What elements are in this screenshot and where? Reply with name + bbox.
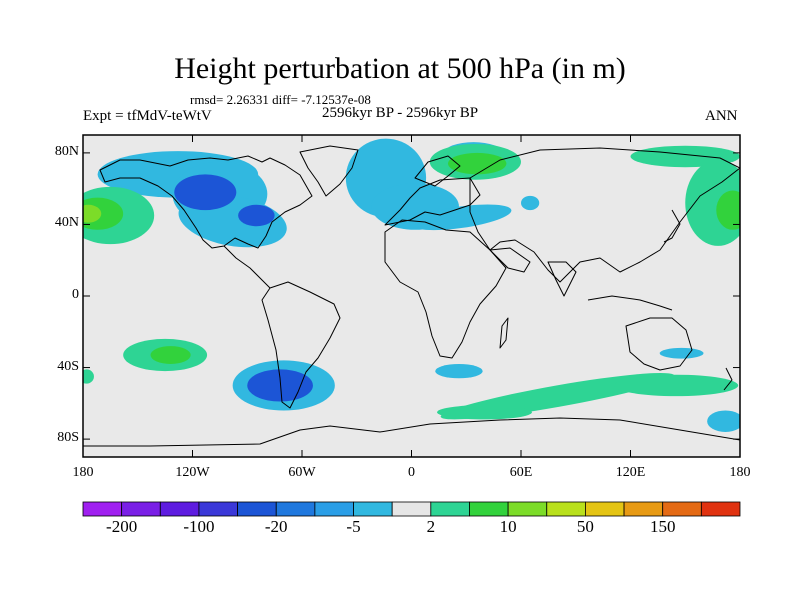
lat-label: 80S (57, 430, 79, 446)
coastline-greenland (299, 145, 359, 197)
lon-label: 180 (729, 465, 751, 480)
anomaly-region-23 (435, 363, 483, 379)
colorbar-swatch (585, 501, 625, 517)
anomaly-region-25 (437, 405, 532, 420)
colorbar-swatch (121, 501, 161, 517)
colorbar-swatch (159, 501, 200, 517)
anomaly-region-17 (630, 145, 740, 168)
colorbar-swatch (546, 501, 586, 517)
coastline-africa (384, 219, 507, 359)
lon-label: 60E (509, 465, 533, 480)
lat-label: 40N (54, 215, 79, 231)
stats-text: rmsd= 2.26331 diff= -7.12537e-08 (190, 92, 371, 107)
colorbar-swatch (469, 501, 509, 517)
colorbar-label: -5 (346, 517, 361, 536)
coastline-antarctica (83, 417, 740, 447)
anomaly-region-11 (448, 152, 507, 175)
colorbar-swatch (507, 501, 548, 517)
anomaly-region-27 (707, 410, 740, 432)
plot-title: Height perturbation at 500 hPa (in m) (174, 52, 626, 85)
anomaly-region-9 (521, 195, 540, 211)
colorbar-swatch (82, 501, 123, 517)
lat-label: 0 (72, 287, 79, 302)
colorbar-label: 10 (499, 517, 517, 536)
colorbar-swatch (623, 501, 664, 517)
colorbar-swatch (700, 501, 741, 517)
anomaly-field-layer (83, 138, 740, 432)
coastline-layer (83, 145, 740, 447)
colorbar-label: -100 (183, 517, 215, 536)
colorbar-swatch (662, 501, 702, 517)
coastline-arabia (489, 247, 531, 273)
colorbar-label: -20 (264, 517, 288, 536)
coastline-india (547, 261, 577, 297)
anomaly-region-4 (238, 204, 275, 227)
anomaly-region-3 (174, 174, 237, 211)
coastline-europe (384, 177, 481, 226)
colorbar-swatch (198, 501, 238, 517)
anomaly-region-20 (150, 346, 191, 364)
coastline-new-zealand (723, 367, 733, 391)
lon-label: 120W (175, 465, 210, 480)
colorbar-swatch (353, 501, 393, 517)
anomaly-region-14 (83, 204, 102, 223)
lon-label: 180 (72, 465, 94, 480)
colorbar-label: -200 (106, 517, 138, 536)
colorbar-swatch (275, 501, 316, 517)
colorbar-label: 2 (426, 517, 436, 536)
season-label: ANN (705, 108, 738, 124)
coastline-japan (663, 209, 681, 243)
colorbar-label: 50 (576, 517, 594, 536)
coastline-madagascar (499, 317, 509, 349)
anomaly-region-7 (410, 204, 512, 231)
colorbar-swatch (391, 501, 432, 517)
lon-label: 60W (288, 465, 316, 480)
colorbar-swatch (237, 501, 277, 517)
anomaly-region-16 (716, 190, 740, 230)
period-label: 2596kyr BP - 2596kyr BP (321, 105, 479, 121)
coastline-australia (625, 317, 693, 371)
anomaly-region-28 (83, 369, 94, 384)
anomaly-region-22 (247, 369, 313, 402)
lat-label: 40S (57, 358, 79, 374)
colorbar (82, 501, 741, 517)
experiment-label: Expt = tfMdV-teWtV (83, 108, 212, 124)
coastline-scandinavia (414, 155, 461, 187)
colorbar-label: 150 (649, 517, 676, 536)
lon-label: 0 (408, 465, 415, 480)
coastline-north-america (99, 155, 313, 249)
lon-label: 120E (615, 465, 646, 480)
coastline-asia (469, 147, 740, 283)
lat-label: 80N (54, 143, 79, 159)
anomaly-region-18 (659, 347, 704, 359)
coastline-central-america (223, 245, 271, 289)
coastline-south-america (261, 281, 341, 409)
anomaly-region-26 (614, 374, 739, 397)
axis-ticks (82, 135, 741, 457)
coastline-indonesia (587, 295, 673, 311)
colorbar-swatch (430, 501, 470, 517)
colorbar-swatch (314, 501, 354, 517)
